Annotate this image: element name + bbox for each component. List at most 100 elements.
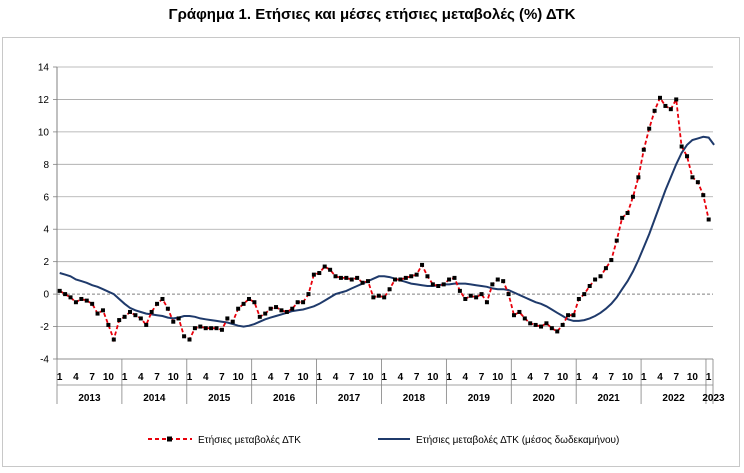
series-annual-point [555,329,560,334]
series-annual-point [668,107,673,112]
x-tick-label: 4 [592,372,598,383]
series-annual-point [295,300,300,305]
series-annual-point [393,277,398,282]
y-tick-label: 0 [43,290,49,301]
series-annual-point [533,322,538,327]
series-annual-point [155,301,160,306]
y-axis-ticks: -4 -2 0 2 4 6 8 10 12 14 [38,63,57,366]
series-annual-point [506,292,511,297]
x-tick-label: 7 [89,372,95,383]
series-annual-point [328,267,333,272]
y-tick-label: -2 [40,322,49,333]
year-label: 2018 [403,393,426,404]
series-annual-point [382,295,387,300]
series-annual-point [171,319,176,324]
series-annual-point [263,311,268,316]
series-annual-point [706,217,711,222]
series-annual-point [241,301,246,306]
series-annual-point [117,318,122,323]
series-annual-point [560,322,565,327]
year-label: 2013 [78,393,101,404]
series-annual-point [398,277,403,282]
x-tick-label: 10 [362,372,374,383]
series-annual-point [457,288,462,293]
series-annual-point [301,300,306,305]
series-annual-point [311,272,316,277]
series-annual-point [279,308,284,313]
series-annual-point [490,282,495,287]
series-annual-point [333,274,338,279]
series-annual-point [701,193,706,198]
series-annual-point [598,274,603,279]
series-annual-point [452,275,457,280]
series-annual-point [176,316,181,321]
x-tick-label: 4 [268,372,274,383]
series-annual-point [84,298,89,303]
series-annual-point [149,309,154,314]
x-tick-label: 7 [154,372,160,383]
series-annual-point [203,326,208,331]
x-tick-label: 10 [298,372,310,383]
series-annual-point [290,306,295,311]
x-tick-label: 1 [641,372,647,383]
year-label: 2016 [273,393,296,404]
series-annual-point [344,275,349,280]
series-annual-point [95,311,100,316]
x-tick-label: 4 [333,372,339,383]
y-tick-label: -4 [40,355,49,366]
series-annual-point [420,262,425,267]
series-annual-point [636,175,641,180]
y-tick-label: 6 [43,192,49,203]
series-annual-point [620,215,625,220]
series-annual-point [522,316,527,321]
x-tick-label: 10 [687,372,699,383]
series-annual-point [349,277,354,282]
series-annual-point [376,293,381,298]
series-annual-point [517,309,522,314]
series-annual-point [365,279,370,284]
series-annual-point [387,287,392,292]
series-annual-point [128,309,133,314]
x-tick-label: 10 [427,372,439,383]
series-annual-point [474,295,479,300]
series-annual-point [501,279,506,284]
year-label: 2014 [143,393,166,404]
series-annual-point [68,295,73,300]
series-annual-point [685,154,690,159]
x-tick-label: 10 [233,372,245,383]
series-annual-point [317,271,322,276]
series-annual-point [106,322,111,327]
series-annual-point [182,334,187,339]
series-annual-point [652,108,657,113]
x-tick-label: 10 [103,372,115,383]
x-tick-label: 10 [492,372,504,383]
x-tick-label: 7 [673,372,679,383]
x-tick-label: 1 [446,372,452,383]
x-tick-label: 10 [557,372,569,383]
series-annual-point [138,316,143,321]
series-annual-point [165,306,170,311]
series-annual-point [257,314,262,319]
y-tick-label: 14 [38,63,50,74]
series-annual-point [582,292,587,297]
series-annual-point [441,282,446,287]
x-tick-label: 4 [138,372,144,383]
series-annual-point [663,103,668,108]
series-annual-point [187,337,192,342]
series-annual-point [679,144,684,149]
axes [56,67,713,360]
series-annual-point [425,274,430,279]
y-tick-label: 12 [38,95,50,106]
x-tick-label: 1 [122,372,128,383]
series-annual-point [73,300,78,305]
series-annual-point [284,309,289,314]
series-annual-point [566,313,571,318]
series-annual-point [409,274,414,279]
legend-label-series1: Ετήσιες μεταβολές ΔΤΚ [198,434,301,446]
x-tick-label: 1 [381,372,387,383]
series-annual-point [268,306,273,311]
x-tick-label: 1 [511,372,517,383]
series-annual-point [641,147,646,152]
series-annual-point [133,313,138,318]
series-annual-point [306,292,311,297]
